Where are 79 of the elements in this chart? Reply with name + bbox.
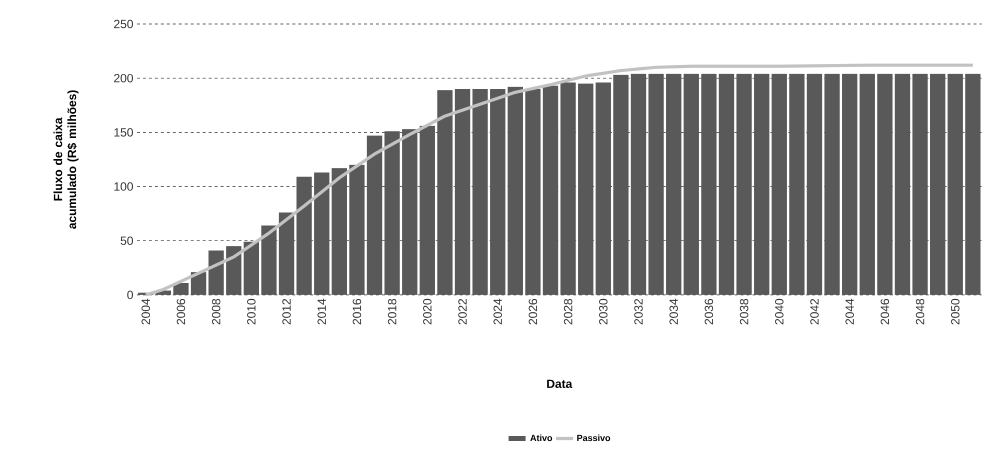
x-tick-label: 2034 xyxy=(669,298,678,324)
bar xyxy=(332,168,347,295)
x-tick-label: 2018 xyxy=(388,299,396,324)
bar xyxy=(472,89,488,295)
bar xyxy=(684,74,699,295)
x-tick-label: 2008 xyxy=(212,299,220,324)
bar xyxy=(877,74,893,295)
bar xyxy=(860,74,875,295)
x-tick-label: 2022 xyxy=(458,299,467,324)
x-tick-label: 2050 xyxy=(951,298,960,324)
x-tick-label: 2046 xyxy=(880,299,890,324)
bar xyxy=(402,129,418,295)
x-tick-label: 2032 xyxy=(634,299,643,324)
x-tick-label: 2048 xyxy=(916,299,924,324)
x-tick-label: 2038 xyxy=(740,299,748,324)
x-tick-label: 2042 xyxy=(810,299,819,324)
x-tick-label: 2010 xyxy=(247,298,256,324)
y-tick-label: 50 xyxy=(120,236,133,246)
bar xyxy=(420,126,435,295)
bar xyxy=(454,89,470,295)
x-tick-label: 2024 xyxy=(493,298,502,324)
bar xyxy=(894,74,910,295)
bar xyxy=(736,74,752,295)
bar xyxy=(965,74,981,295)
y-tick-label: 100 xyxy=(114,182,133,191)
x-tick-label: 2026 xyxy=(528,299,538,324)
x-tick-label: 2028 xyxy=(564,299,572,324)
bar xyxy=(613,74,629,295)
x-tick-label: 2020 xyxy=(423,298,432,324)
legend-label: Ativo xyxy=(530,434,552,442)
x-tick-label: 2040 xyxy=(775,298,784,324)
bar xyxy=(842,74,858,295)
bar xyxy=(173,283,189,295)
bar xyxy=(930,74,946,295)
bar xyxy=(560,82,576,295)
bar xyxy=(490,89,506,295)
bar xyxy=(542,86,558,295)
y-tick-label: 200 xyxy=(114,74,133,82)
bar xyxy=(806,74,822,295)
x-tick-label: 2004 xyxy=(142,298,150,324)
bar xyxy=(261,226,277,295)
bar xyxy=(437,90,453,295)
x-tick-label: 2016 xyxy=(352,299,362,324)
bar xyxy=(754,74,770,295)
bar xyxy=(525,89,541,295)
bar xyxy=(666,74,682,295)
bar xyxy=(824,74,840,295)
x-tick-label: 2044 xyxy=(845,298,854,324)
x-tick-label: 2014 xyxy=(318,298,326,324)
x-tick-label: 2030 xyxy=(599,298,608,324)
bar xyxy=(296,176,312,295)
bar xyxy=(314,172,330,295)
bar xyxy=(948,74,963,295)
legend-label: Passivo xyxy=(577,434,610,442)
bar xyxy=(772,74,787,295)
x-tick-label: 2036 xyxy=(704,299,714,324)
bar xyxy=(578,84,594,295)
bar xyxy=(366,136,382,295)
x-tick-label: 2006 xyxy=(176,299,186,324)
bar xyxy=(508,86,523,295)
y-axis-title: Fluxo de caixa acumulado (R$ milhões) xyxy=(53,90,79,229)
y-tick-label: 250 xyxy=(114,20,133,28)
y-tick-label: 150 xyxy=(114,128,133,137)
bar xyxy=(349,164,365,295)
bar xyxy=(789,74,805,295)
bar xyxy=(630,74,646,295)
bar xyxy=(384,131,400,295)
bar xyxy=(226,246,242,295)
bar xyxy=(701,74,717,295)
x-axis-title: Data xyxy=(547,380,572,388)
bar xyxy=(208,250,224,295)
bar xyxy=(912,74,928,295)
x-tick-label: 2012 xyxy=(282,299,291,324)
bar xyxy=(718,74,734,295)
bar xyxy=(278,212,294,295)
bar xyxy=(648,74,664,295)
bar xyxy=(244,242,259,295)
y-tick-label: 0 xyxy=(127,290,133,300)
bar xyxy=(596,82,611,295)
